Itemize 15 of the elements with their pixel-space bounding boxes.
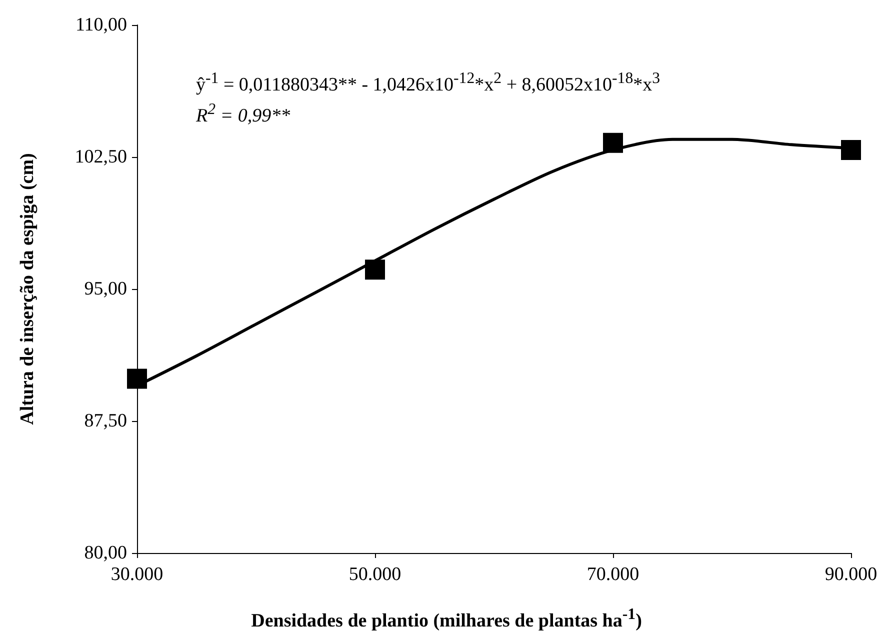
text: ŷ$^{-1}$ = 0,011880343** - 1,0426x10$^{-12}$*x$^{2}$ + 8,60052x10$^{-18}$*x$^{3}$ xyxy=(196,70,660,96)
point xyxy=(841,140,861,160)
y-axis-title: Altura de inserção da espiga (cm) xyxy=(17,153,38,425)
y-tick-label: 102,50 xyxy=(74,146,127,168)
x-tick-label: 30.000 xyxy=(110,564,164,585)
y-tick-label: 110,00 xyxy=(75,14,127,36)
x-tick-label: 70.000 xyxy=(586,564,640,585)
point xyxy=(127,368,147,389)
x-axis-title: Densidades de plantio (milhares de plantas ha$^{-1}$) xyxy=(250,606,643,632)
annotation: R$^{2}$ = 0,99** xyxy=(196,100,292,129)
x-tick-label: 50.000 xyxy=(348,564,402,585)
y-tick-label: 80,00 xyxy=(84,542,127,564)
y-tick-label: 87,50 xyxy=(84,410,127,432)
y-tick-label: 95,00 xyxy=(84,278,127,300)
x-tick-label: 90.000 xyxy=(824,564,878,585)
